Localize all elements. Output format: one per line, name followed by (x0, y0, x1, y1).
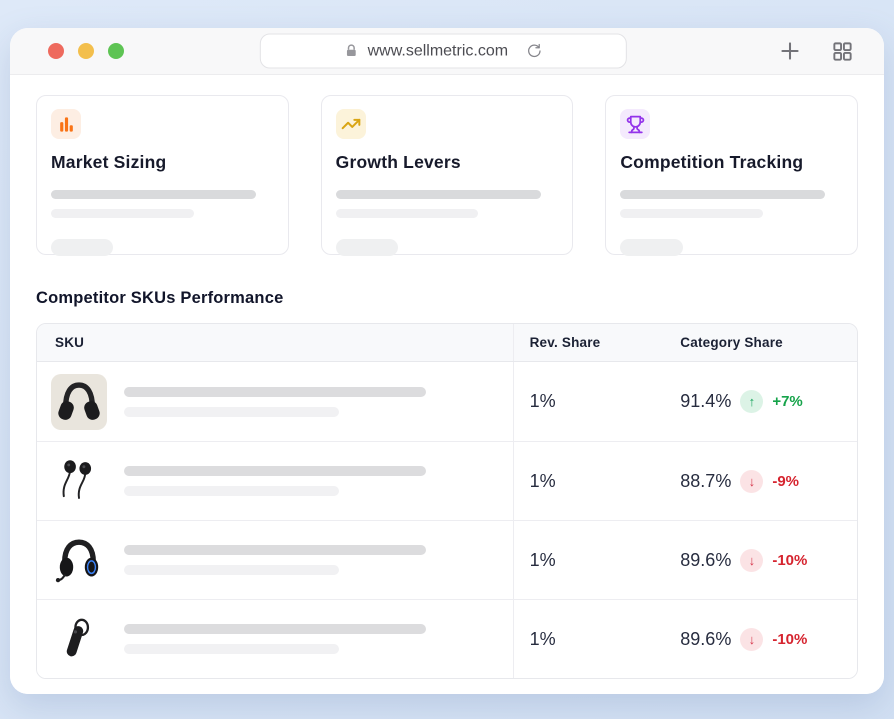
trend-down-icon: ↓ (740, 548, 764, 572)
new-tab-button[interactable] (777, 38, 803, 64)
sku-cell (37, 521, 513, 599)
placeholder-line (51, 209, 194, 218)
change-value: -9% (772, 472, 800, 490)
table-body: 1% 91.4% ↑ +7% 1% 88.7% ↓ -9% (37, 362, 857, 678)
minimize-window-button[interactable] (78, 43, 94, 59)
category-share-value: 89.6% (680, 628, 732, 649)
rev-share-value: 1% (512, 442, 665, 520)
category-share-value: 89.6% (680, 549, 732, 570)
column-header-sku: SKU (55, 335, 85, 350)
card-competition-tracking[interactable]: Competition Tracking (605, 95, 859, 256)
category-share-cell: 89.6% ↓ -10% (664, 548, 857, 572)
tab-overview-button[interactable] (831, 40, 854, 63)
sku-placeholder-lines (124, 386, 426, 417)
trend-down-icon: ↓ (740, 627, 764, 651)
trophy-icon (620, 109, 651, 139)
placeholder-line (335, 190, 541, 199)
browser-window: www.sellmetric.com (10, 28, 884, 694)
gaming-headset-image (51, 532, 107, 588)
placeholder-line (124, 486, 339, 496)
table-row: 1% 88.7% ↓ -9% (37, 441, 857, 520)
category-share-cell: 88.7% ↓ -9% (664, 469, 857, 493)
sku-placeholder-lines (124, 545, 426, 575)
window-controls (48, 43, 124, 59)
change-value: -10% (772, 551, 808, 569)
placeholder-line (620, 209, 763, 218)
card-title: Market Sizing (51, 152, 167, 172)
address-bar[interactable]: www.sellmetric.com (259, 33, 627, 69)
grid-icon (833, 41, 852, 61)
table-row: 1% 89.6% ↓ -10% (37, 520, 857, 599)
rev-share-value: 1% (512, 600, 665, 678)
trend-down-icon: ↓ (740, 469, 764, 493)
table-row: 1% 89.6% ↓ -10% (37, 599, 857, 678)
placeholder-line (124, 624, 426, 634)
bluetooth-earpiece-image (51, 611, 107, 667)
placeholder-line (124, 545, 426, 555)
placeholder-line (124, 406, 339, 417)
zoom-window-button[interactable] (108, 43, 124, 59)
table-header: SKU Rev. Share Category Share (37, 324, 857, 362)
placeholder-line (335, 209, 479, 218)
card-title: Competition Tracking (620, 152, 804, 172)
sku-cell (37, 600, 513, 678)
refresh-icon[interactable] (526, 43, 543, 60)
rev-share-value: 1% (512, 362, 665, 441)
column-header-rev-share: Rev. Share (512, 324, 665, 361)
sku-placeholder-lines (124, 624, 426, 654)
placeholder-line (51, 190, 256, 199)
category-share-value: 91.4% (680, 391, 732, 411)
change-value: +7% (772, 393, 803, 410)
placeholder-line (620, 190, 826, 199)
placeholder-pill (335, 239, 399, 256)
trend-up-icon: ↑ (740, 390, 764, 413)
url-text: www.sellmetric.com (367, 42, 509, 59)
category-share-value: 88.7% (680, 470, 732, 491)
placeholder-line (124, 466, 426, 476)
sku-placeholder-lines (124, 466, 426, 496)
plus-icon (781, 42, 799, 60)
sku-cell (37, 362, 513, 441)
card-growth-levers[interactable]: Growth Levers (320, 95, 574, 256)
category-share-cell: 91.4% ↑ +7% (664, 390, 857, 413)
wired-earbuds-image (51, 453, 107, 509)
competitor-skus-table: SKU Rev. Share Category Share 1% 91.4% ↑… (36, 323, 858, 679)
sku-cell (37, 442, 513, 520)
change-value: -10% (772, 630, 808, 648)
card-title: Growth Levers (335, 152, 461, 172)
placeholder-line (124, 644, 339, 654)
bar-chart-icon (51, 109, 81, 139)
over-ear-headphones-image (51, 373, 107, 430)
close-window-button[interactable] (48, 43, 64, 59)
lock-icon (346, 44, 356, 56)
placeholder-pill (51, 239, 114, 256)
table-row: 1% 91.4% ↑ +7% (37, 362, 857, 441)
section-title: Competitor SKUs Performance (36, 289, 284, 307)
category-share-cell: 89.6% ↓ -10% (664, 627, 857, 651)
trending-up-icon (335, 109, 366, 139)
page-content: Market Sizing Growth Levers (10, 75, 884, 694)
column-header-category-share: Category Share (680, 335, 783, 350)
placeholder-line (124, 565, 339, 575)
rev-share-value: 1% (512, 521, 665, 599)
placeholder-line (124, 386, 426, 397)
feature-cards: Market Sizing Growth Levers (36, 95, 859, 256)
browser-toolbar: www.sellmetric.com (10, 28, 884, 75)
card-market-sizing[interactable]: Market Sizing (36, 95, 289, 256)
placeholder-pill (620, 239, 683, 256)
